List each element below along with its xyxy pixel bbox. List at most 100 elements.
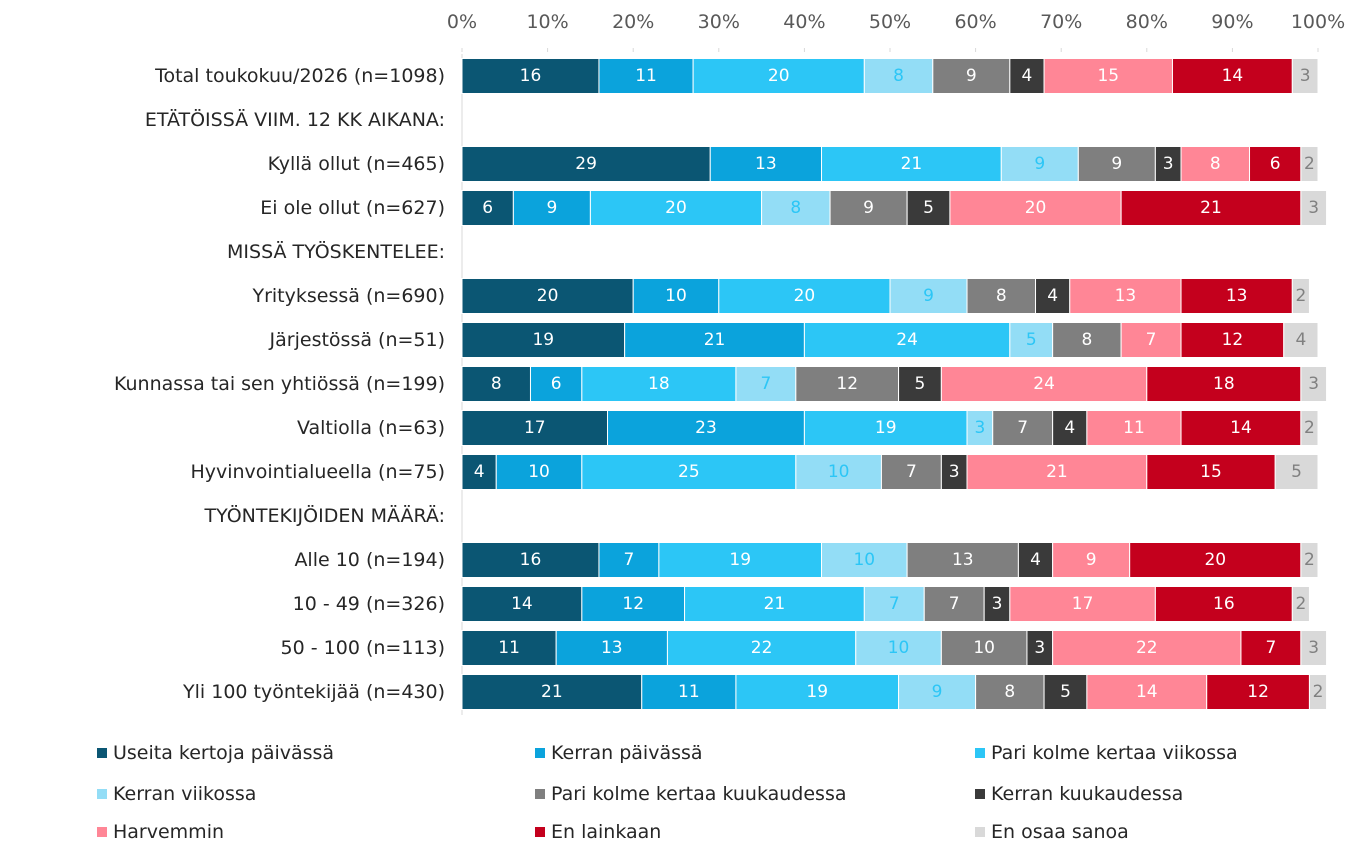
data-label: 19 [806,682,828,702]
bar-segment [1043,58,1173,94]
bar-segment [949,190,1122,226]
bar-segment [461,278,634,314]
data-label: 13 [601,638,623,658]
data-label: 17 [524,418,546,438]
data-label: 8 [996,286,1007,306]
data-label: 19 [875,418,897,438]
data-label: 11 [498,638,520,658]
data-label: 12 [1247,682,1269,702]
data-label: 4 [1030,550,1041,570]
x-tick-label: 90% [1211,11,1253,33]
y-tick-label: Valtiolla (n=63) [297,417,445,439]
data-label: 12 [622,594,644,614]
bar-segment [1300,366,1328,402]
data-label: 8 [1210,154,1221,174]
data-label: 10 [973,638,995,658]
data-label: 14 [1230,418,1252,438]
data-label: 7 [624,550,635,570]
bar-segment [983,586,1011,622]
bar-segment [1120,322,1182,358]
data-label: 12 [1222,330,1244,350]
data-label: 5 [1026,330,1037,350]
bar-segment [735,674,900,710]
bar-segment [1017,542,1054,578]
data-label: 4 [1047,286,1058,306]
data-label: 21 [704,330,726,350]
bar-segment [1240,630,1302,666]
bar-segment [1009,586,1156,622]
data-label: 13 [1226,286,1248,306]
x-tick-label: 50% [869,11,911,33]
legend-swatch [535,789,545,799]
bar-segment [761,190,831,226]
bar-segment [863,586,925,622]
bar-segment [658,542,823,578]
legend-label: Useita kertoja päivässä [113,742,334,764]
bar-segment [1154,586,1293,622]
y-tick-label: TYÖNTEKIJÖIDEN MÄÄRÄ: [204,504,445,527]
data-label: 9 [966,66,977,86]
data-label: 8 [1004,682,1015,702]
data-label: 22 [751,638,773,658]
bar-segment [1026,630,1054,666]
bar-segment [898,366,942,402]
bar-segment [1069,278,1182,314]
data-label: 3 [949,462,960,482]
y-tick-label: Järjestössä (n=51) [269,329,445,351]
bar-segment [906,542,1019,578]
data-label: 7 [889,594,900,614]
bar-segment [529,366,583,402]
bar-segment [1291,278,1310,314]
data-label: 3 [1308,374,1319,394]
bar-segment [1291,58,1319,94]
data-label: 15 [1200,462,1222,482]
bar-segment [461,454,497,490]
bar-segment [1180,322,1285,358]
data-label: 19 [729,550,751,570]
bar-segment [1283,322,1319,358]
bar-segment [966,454,1148,490]
data-label: 8 [1081,330,1092,350]
y-tick-label: MISSÄ TYÖSKENTELEE: [227,240,445,263]
y-tick-label: ETÄTÖISSÄ VIIM. 12 KK AIKANA: [145,108,445,131]
data-label: 20 [768,66,790,86]
data-label: 5 [923,198,934,218]
bar-segment [1180,146,1251,182]
data-label: 4 [1022,66,1033,86]
legend-label: Kerran kuukaudessa [991,783,1183,805]
data-label: 4 [1295,330,1306,350]
bar-segment [495,454,583,490]
bar-segment [461,58,600,94]
data-label: 7 [949,594,960,614]
bar-segment [795,366,900,402]
y-tick-label: Yrityksessä (n=690) [251,285,445,307]
x-tick-label: 40% [783,11,825,33]
data-label: 10 [528,462,550,482]
bar-segment [940,366,1148,402]
bar-segment [1035,278,1071,314]
legend-swatch [975,827,985,837]
data-label: 21 [541,682,563,702]
data-label: 2 [1295,286,1306,306]
bar-segment [1300,190,1328,226]
data-label: 21 [764,594,786,614]
bar-segment [692,58,865,94]
y-tick-label: Kunnassa tai sen yhtiössä (n=199) [114,373,445,395]
bar-segment [461,586,583,622]
bar-segment [1009,58,1045,94]
bar-segment [461,410,609,446]
bar-segment [589,190,763,226]
bar-segment [632,278,720,314]
bar-segment [1043,674,1088,710]
bar-segment [1000,146,1079,182]
legend-label: Kerran viikossa [113,783,256,805]
bar-segment [1086,674,1208,710]
legend-swatch [535,827,545,837]
data-label: 20 [794,286,816,306]
data-label: 5 [1291,462,1302,482]
bar-segment [709,146,823,182]
x-tick-label: 30% [698,11,740,33]
legend-label: Harvemmin [113,821,224,842]
bar-segment [855,630,942,666]
